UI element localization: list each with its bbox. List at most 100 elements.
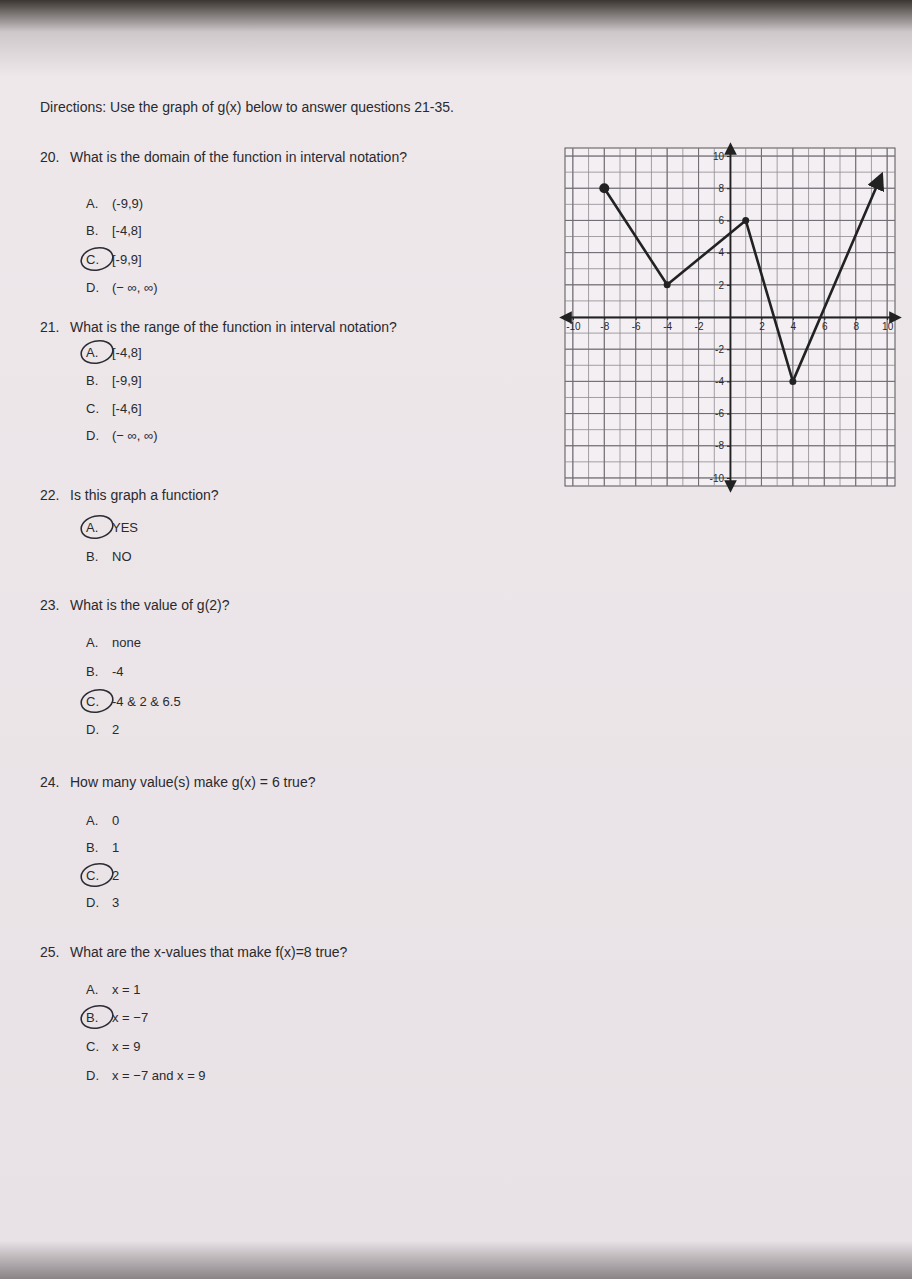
axis-line [730,149,732,487]
tick-mark [793,317,794,320]
tick-mark [727,188,730,189]
tick: -6 [715,408,730,419]
tick: -2 [695,317,704,332]
choice-letter: D. [86,280,99,295]
tick-mark [604,317,605,320]
choice-letter: D. [86,428,99,443]
tick: 2 [759,317,765,332]
choice-letter: D. [86,895,99,910]
question-number: 21. [40,319,59,335]
choice-text: NO [112,549,132,564]
question: 22. Is this graph a function? A. YES B. NO [40,487,219,564]
tick: -8 [600,317,609,332]
point [742,217,749,224]
tick-label: 2 [759,321,765,332]
tick: 4 [718,247,730,258]
tick-mark [727,253,730,254]
tick-label: 8 [718,183,724,194]
choice-letter: D. [86,1068,99,1083]
tick-mark [727,349,730,350]
tick: -8 [715,440,730,451]
tick: 6 [718,215,730,226]
question-text: What are the x-values that make f(x)=8 t… [70,944,348,960]
tick-label: 4 [791,321,797,332]
tick-mark [727,156,730,157]
question-text: What is the domain of the function in in… [70,149,407,165]
choice-text: 1 [112,840,119,855]
tick: 10 [882,317,894,332]
choice-letter: A. [86,635,98,650]
question: 20. What is the domain of the function in… [40,149,407,295]
choice-text: 0 [112,813,119,828]
question: 24. How many value(s) make g(x) = 6 true?… [40,774,316,910]
tick-label: 4 [718,247,724,258]
tick: -4 [663,317,672,332]
tick-mark [824,317,825,320]
choice-letter: C. [86,401,99,416]
question-number: 24. [40,774,59,790]
choice-text: x = 9 [112,1039,141,1054]
choice-text: [-4,8] [112,345,142,360]
question-text: What is the range of the function in int… [70,319,397,335]
choice-letter: B. [86,840,98,855]
choice-letter: B. [86,373,98,388]
tick-mark [573,317,574,320]
page: Directions: Use the graph of g(x) below … [0,0,912,1279]
minor-grid [565,148,895,486]
choice-text: x = −7 [112,1010,148,1025]
choice-text: -4 & 2 & 6.5 [112,694,181,709]
choice-letter: A. [86,196,98,211]
tick: 2 [718,280,730,291]
pen-circle [79,513,115,541]
choice-letter: C. [86,252,99,267]
tick-mark [856,317,857,320]
tick: -2 [715,344,730,355]
question-number: 23. [40,597,59,613]
tick-label: -6 [715,408,724,419]
tick-mark [667,317,668,320]
question-number: 25. [40,944,59,960]
tick: 10 [713,151,730,162]
choice-text: [-9,9] [112,252,142,267]
question-number: 20. [40,149,59,165]
choice-letter: A. [86,345,98,360]
choice-text: (− ∞, ∞) [112,280,158,295]
pen-circle [79,1003,115,1031]
tick-label: 6 [822,321,828,332]
question-text: Is this graph a function? [70,487,219,503]
choice-text: [-4,6] [112,401,142,416]
choice-text: (-9,9) [112,196,143,211]
tick: 4 [791,317,797,332]
tick-mark [887,317,888,320]
tick-label: -6 [632,321,641,332]
choice-text: 3 [112,895,119,910]
choice-letter: B. [86,549,98,564]
pen-circle [79,338,115,366]
tick-label: -4 [663,321,672,332]
choice-letter: C. [86,1039,99,1054]
tick: 8 [853,317,859,332]
choice-text: 2 [112,722,119,737]
tick-mark [727,414,730,415]
tick-mark [636,317,637,320]
point [789,378,796,385]
tick-mark [699,317,700,320]
question: 21. What is the range of the function in … [40,319,397,443]
tick-label: -2 [715,344,724,355]
tick-label: 8 [853,321,859,332]
question-number: 22. [40,487,59,503]
question: 23.What is the value of g(2)?A.noneB.-4C… [40,597,230,737]
tick-label: 6 [718,215,724,226]
choice-text: x = 1 [112,982,141,997]
choice-text: [-4,8] [112,223,142,238]
pen-circle [79,687,115,715]
tick: 8 [718,183,730,194]
choice-letter: A. [86,520,98,535]
tick-label: 2 [718,280,724,291]
pen-circle [79,861,115,889]
tick-label: -8 [600,321,609,332]
question-text: How many value(s) make g(x) = 6 true? [70,774,316,790]
choice-text: YES [112,520,138,535]
choice-letter: D. [86,722,99,737]
tick-label: -8 [715,440,724,451]
